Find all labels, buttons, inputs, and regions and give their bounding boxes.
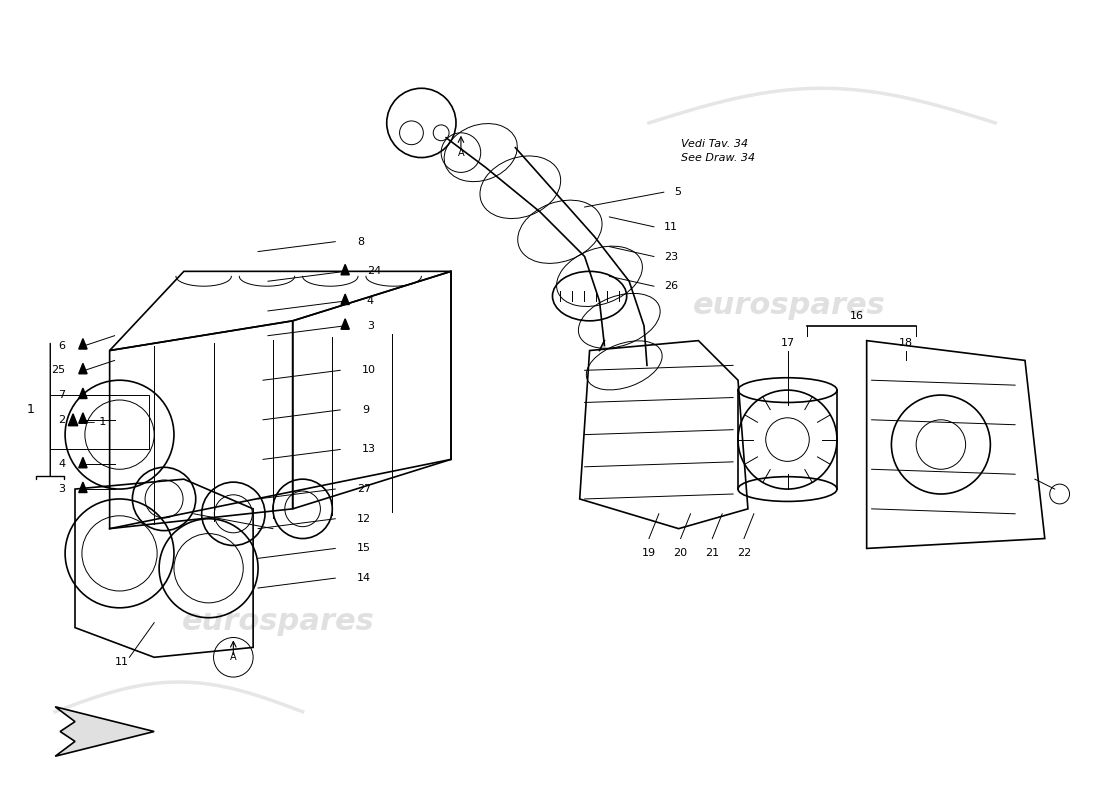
Text: 20: 20 [673,548,688,558]
Text: 23: 23 [663,251,678,262]
Text: 5: 5 [673,187,681,197]
Text: 22: 22 [737,548,751,558]
Text: 12: 12 [358,514,371,524]
Polygon shape [79,413,87,423]
Text: 3: 3 [58,484,65,494]
Text: 3: 3 [367,321,374,330]
Text: eurospares: eurospares [182,607,374,636]
Text: 8: 8 [358,237,364,246]
Text: 10: 10 [362,366,376,375]
Text: 4: 4 [58,459,65,470]
Polygon shape [341,294,350,305]
Text: 11: 11 [114,658,129,667]
Text: 16: 16 [850,311,864,321]
Text: 17: 17 [780,338,794,348]
Polygon shape [341,265,350,275]
Text: 13: 13 [362,445,376,454]
Polygon shape [79,388,87,398]
Text: 19: 19 [642,548,656,558]
Text: 9: 9 [362,405,370,415]
Polygon shape [79,338,87,349]
Text: = 1: = 1 [82,417,107,426]
Text: eurospares: eurospares [693,290,886,319]
Text: 21: 21 [705,548,719,558]
Text: 14: 14 [358,573,371,583]
Text: 4: 4 [367,296,374,306]
Text: 6: 6 [58,341,65,350]
Text: 18: 18 [899,338,913,348]
Text: 1: 1 [26,403,34,416]
Text: 2: 2 [58,414,65,425]
Text: Vedi Tav. 34
See Draw. 34: Vedi Tav. 34 See Draw. 34 [681,138,755,162]
Text: 7: 7 [58,390,65,400]
Text: 27: 27 [358,484,372,494]
Text: A: A [458,148,464,158]
Text: A: A [230,652,236,662]
Text: 15: 15 [358,543,371,554]
Text: 25: 25 [51,366,65,375]
Polygon shape [79,482,87,493]
Polygon shape [79,363,87,374]
Polygon shape [79,458,87,468]
Text: 11: 11 [663,222,678,232]
Polygon shape [55,706,154,756]
Text: 24: 24 [367,266,382,276]
Polygon shape [68,414,78,426]
Text: 26: 26 [663,281,678,291]
Polygon shape [341,319,350,330]
